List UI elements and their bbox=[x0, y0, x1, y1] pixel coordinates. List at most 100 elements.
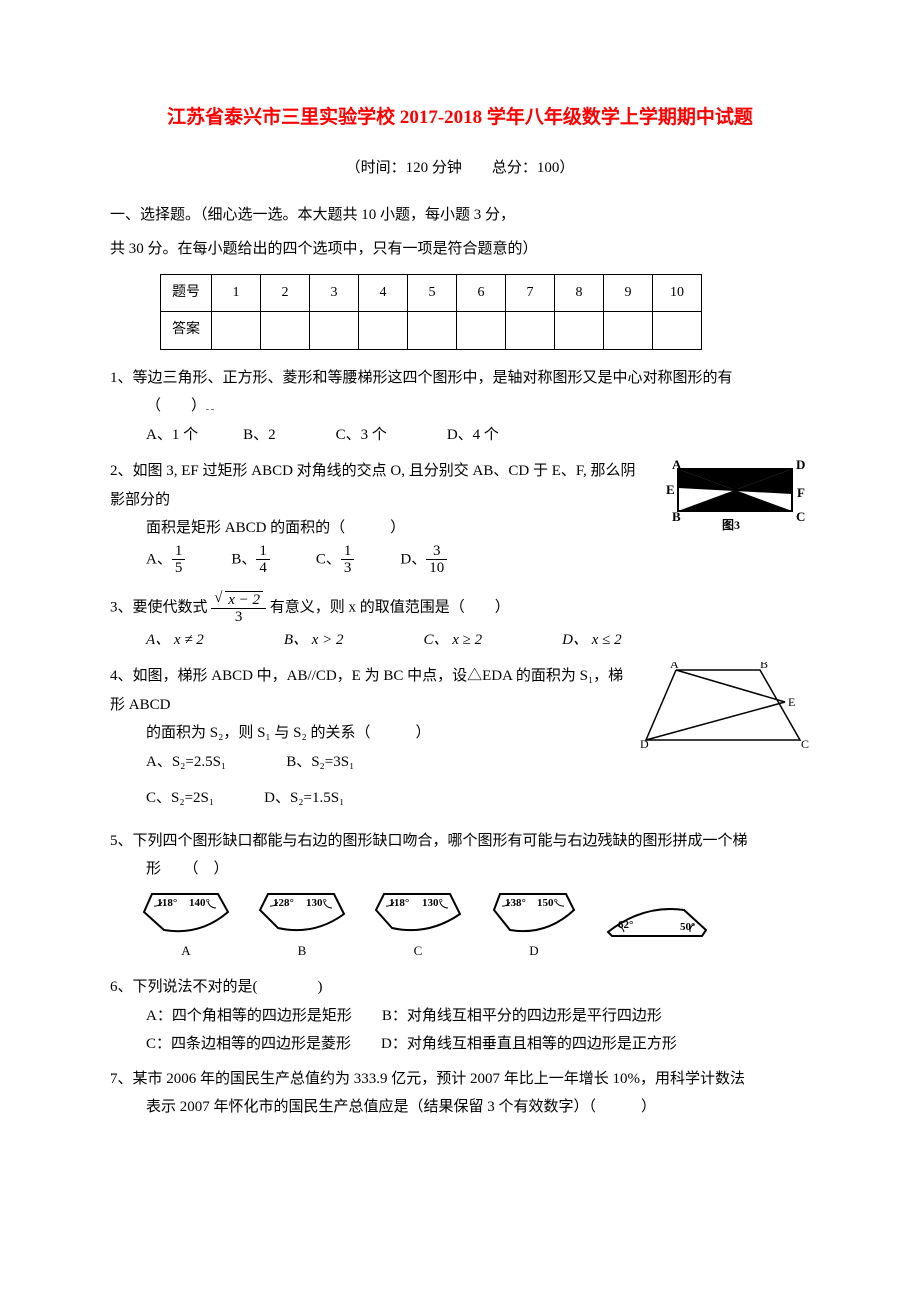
q5-shape-d: 138° 150° D bbox=[488, 892, 580, 964]
q2-options: A、15 B、14 C、13 D、310 bbox=[110, 543, 810, 577]
underline-mark bbox=[206, 408, 214, 411]
table-cell: 1 bbox=[212, 274, 261, 312]
q6-stem: 6、下列说法不对的是( ) bbox=[110, 973, 810, 1002]
table-cell bbox=[212, 312, 261, 350]
q3-opt-a: A、 x ≠ 2 bbox=[146, 626, 204, 655]
q5-shape-a: 118° 140° A bbox=[140, 892, 232, 964]
svg-text:62°: 62° bbox=[618, 919, 633, 931]
svg-text:150°: 150° bbox=[537, 897, 558, 909]
sqrt-arg: x − 2 bbox=[228, 592, 260, 608]
fraction: 310 bbox=[426, 543, 447, 577]
q7-stem-line2: 表示 2007 年怀化市的国民生产总值应是（结果保留 3 个有效数字）（ ） bbox=[110, 1093, 810, 1122]
q6-opt-d: D：对角线互相垂直且相等的四边形是正方形 bbox=[381, 1030, 677, 1059]
q1-stem: 1、等边三角形、正方形、菱形和等腰梯形这四个图形中，是轴对称图形又是中心对称图形… bbox=[110, 364, 810, 393]
question-1: 1、等边三角形、正方形、菱形和等腰梯形这四个图形中，是轴对称图形又是中心对称图形… bbox=[110, 364, 810, 450]
table-cell bbox=[555, 312, 604, 350]
question-4: A B E C D 4、如图，梯形 ABCD 中，AB//CD，E 为 BC 中… bbox=[110, 662, 810, 821]
q2-opt-d-label: D、 bbox=[400, 551, 426, 567]
exam-meta: （时间：120 分钟 总分：100） bbox=[110, 154, 810, 183]
svg-text:130°: 130° bbox=[422, 897, 443, 909]
fraction-den: 3 bbox=[211, 609, 266, 626]
svg-text:C: C bbox=[801, 737, 809, 750]
table-cell bbox=[408, 312, 457, 350]
q3-stem: 3、要使代数式 x − 2 3 有意义，则 x 的取值范围是（ ） bbox=[110, 591, 810, 626]
question-7: 7、某市 2006 年的国民生产总值约为 333.9 亿元，预计 2007 年比… bbox=[110, 1065, 810, 1122]
table-cell: 7 bbox=[506, 274, 555, 312]
fraction-den: 5 bbox=[172, 560, 186, 577]
table-cell bbox=[604, 312, 653, 350]
q5-shape-right: 62° 50° bbox=[604, 902, 714, 963]
svg-text:130°: 130° bbox=[306, 897, 327, 909]
page-title: 江苏省泰兴市三里实验学校 2017-2018 学年八年级数学上学期期中试题 bbox=[110, 100, 810, 136]
q2-opt-c-label: C、 bbox=[316, 551, 341, 567]
q2-opt-d: D、310 bbox=[400, 543, 447, 577]
q6-opt-c: C：四条边相等的四边形是菱形 bbox=[146, 1030, 351, 1059]
q2-opt-a: A、15 bbox=[146, 543, 185, 577]
svg-text:E: E bbox=[666, 482, 675, 497]
q2-opt-a-label: A、 bbox=[146, 551, 172, 567]
fraction: x − 2 3 bbox=[211, 591, 266, 626]
table-cell: 5 bbox=[408, 274, 457, 312]
table-cell: 10 bbox=[653, 274, 702, 312]
svg-text:B: B bbox=[760, 662, 768, 671]
q3-pre: 3、要使代数式 bbox=[110, 599, 208, 615]
svg-text:A: A bbox=[672, 457, 682, 472]
question-3: 3、要使代数式 x − 2 3 有意义，则 x 的取值范围是（ ） A、 x ≠… bbox=[110, 591, 810, 655]
table-header-qnum: 题号 bbox=[161, 274, 212, 312]
svg-text:C: C bbox=[796, 509, 805, 524]
q6-opt-b: B：对角线互相平分的四边形是平行四边形 bbox=[382, 1002, 662, 1031]
svg-text:138°: 138° bbox=[505, 897, 526, 909]
q2-opt-b-label: B、 bbox=[231, 551, 256, 567]
q5-stem-line2: 形 （ ） bbox=[110, 855, 810, 884]
table-header-answer: 答案 bbox=[161, 312, 212, 350]
svg-text:128°: 128° bbox=[273, 897, 294, 909]
svg-text:A: A bbox=[670, 662, 679, 671]
q5-shape-c: 118° 130° C bbox=[372, 892, 464, 964]
sqrt: x − 2 bbox=[225, 591, 263, 609]
shape-label: B bbox=[256, 939, 348, 964]
fraction-den: 3 bbox=[341, 560, 355, 577]
fraction: 15 bbox=[172, 543, 186, 577]
shape-label: D bbox=[488, 939, 580, 964]
table-cell: 2 bbox=[261, 274, 310, 312]
q4-opt-d: D、S₂=1.5S₁ bbox=[264, 784, 344, 813]
q3-post: 有意义，则 x 的取值范围是（ ） bbox=[270, 599, 510, 615]
q5-shape-b: 128° 130° B bbox=[256, 892, 348, 964]
table-cell bbox=[261, 312, 310, 350]
q1-options: A、1 个 B、2 C、3 个 D、4 个 bbox=[110, 421, 810, 450]
q7-stem-line1: 7、某市 2006 年的国民生产总值约为 333.9 亿元，预计 2007 年比… bbox=[110, 1065, 810, 1094]
svg-text:50°: 50° bbox=[680, 921, 695, 933]
fraction-num: 1 bbox=[341, 543, 355, 561]
q1-paren-text: （ ） bbox=[146, 398, 206, 414]
shape-label: A bbox=[140, 939, 232, 964]
table-cell bbox=[653, 312, 702, 350]
q2-opt-c: C、13 bbox=[316, 543, 355, 577]
fraction-den: 4 bbox=[256, 560, 270, 577]
table-cell: 3 bbox=[310, 274, 359, 312]
svg-text:D: D bbox=[796, 457, 805, 472]
svg-text:118°: 118° bbox=[389, 897, 409, 909]
table-cell: 9 bbox=[604, 274, 653, 312]
q4-figure: A B E C D bbox=[640, 662, 810, 750]
fraction-den: 10 bbox=[426, 560, 447, 577]
fraction-num: x − 2 bbox=[211, 591, 266, 610]
q2-figure: A D E F B C O 图3 bbox=[660, 457, 810, 535]
answer-table: 题号 1 2 3 4 5 6 7 8 9 10 答案 bbox=[160, 274, 702, 350]
svg-text:B: B bbox=[672, 509, 681, 524]
table-cell: 6 bbox=[457, 274, 506, 312]
shape-label: C bbox=[372, 939, 464, 964]
question-5: 5、下列四个图形缺口都能与右边的图形缺口吻合，哪个图形有可能与右边残缺的图形拼成… bbox=[110, 827, 810, 968]
table-cell bbox=[457, 312, 506, 350]
table-cell: 4 bbox=[359, 274, 408, 312]
q4-opt-c: C、S₂=2S₁ bbox=[146, 784, 214, 813]
q3-opt-b: B、 x > 2 bbox=[284, 626, 344, 655]
svg-text:E: E bbox=[788, 695, 795, 709]
q5-stem-line1: 5、下列四个图形缺口都能与右边的图形缺口吻合，哪个图形有可能与右边残缺的图形拼成… bbox=[110, 827, 810, 856]
section-1-intro-line1: 一、选择题。（细心选一选。本大题共 10 小题，每小题 3 分， bbox=[110, 201, 810, 230]
section-1-intro-line2: 共 30 分。在每小题给出的四个选项中，只有一项是符合题意的） bbox=[110, 235, 810, 264]
svg-text:图3: 图3 bbox=[722, 518, 740, 532]
question-2: A D E F B C O 图3 2、如图 3, EF 过矩形 ABCD 对角线… bbox=[110, 457, 810, 585]
table-cell bbox=[310, 312, 359, 350]
fraction-num: 1 bbox=[256, 543, 270, 561]
table-cell: 8 bbox=[555, 274, 604, 312]
